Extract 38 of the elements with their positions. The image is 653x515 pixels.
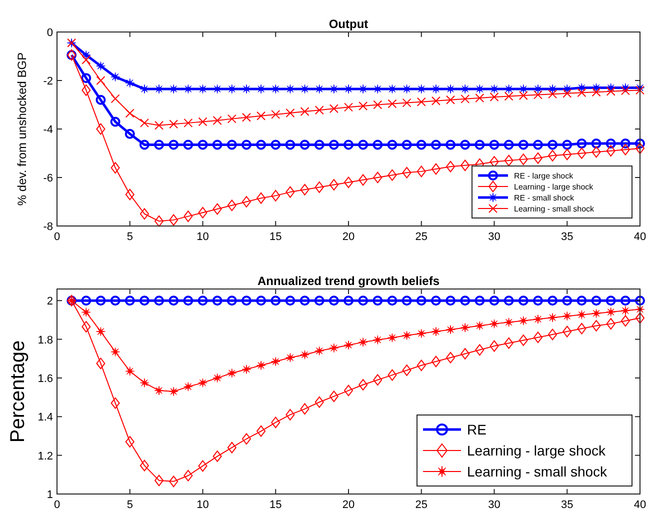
y-axis-title: % dev. from unshocked BGP: [15, 52, 29, 206]
y-tick-label: 1.4: [38, 412, 53, 424]
y-tick-label: -2: [43, 76, 53, 88]
x-tick-label: 10: [196, 499, 209, 511]
legend-label: RE: [467, 422, 486, 438]
legend-label: Learning - small shock: [514, 204, 596, 214]
y-tick-label: 1.2: [38, 450, 53, 462]
chart-title: Annualized trend growth beliefs: [257, 274, 440, 288]
x-tick-label: 35: [561, 231, 574, 243]
x-tick-label: 10: [196, 231, 209, 243]
x-tick-label: 15: [270, 499, 282, 511]
legend-label: RE - small shock: [514, 193, 576, 202]
x-tick-label: 30: [488, 231, 500, 243]
y-tick-label: 1.8: [38, 334, 53, 346]
x-tick-label: 40: [634, 499, 646, 511]
x-tick-label: 40: [634, 231, 646, 243]
x-tick-label: 20: [342, 231, 355, 243]
x-tick-label: 5: [126, 499, 133, 511]
x-tick-label: 30: [488, 499, 500, 511]
x-tick-label: 25: [415, 499, 428, 511]
y-tick-label: 2: [46, 296, 53, 308]
y-tick-label: -4: [43, 124, 53, 136]
x-tick-label: 20: [342, 499, 355, 511]
legend-label: Learning - small shock: [467, 464, 608, 480]
x-tick-label: 15: [270, 231, 282, 243]
x-tick-label: 35: [561, 499, 574, 511]
legend-label: Learning - large shock: [514, 182, 594, 192]
y-tick-label: 0: [46, 27, 53, 39]
y-tick-label: -8: [43, 221, 53, 233]
y-axis-title: Percentage: [7, 340, 29, 443]
legend-label: RE - large shock: [514, 171, 574, 180]
y-tick-label: 1: [46, 489, 53, 501]
x-tick-label: 25: [415, 231, 428, 243]
legend-label: Learning - large shock: [467, 442, 607, 459]
y-tick-label: 1.6: [38, 372, 53, 385]
y-tick-label: -6: [43, 172, 53, 184]
chart-title: Output: [328, 17, 368, 31]
x-tick-label: 5: [126, 231, 133, 243]
